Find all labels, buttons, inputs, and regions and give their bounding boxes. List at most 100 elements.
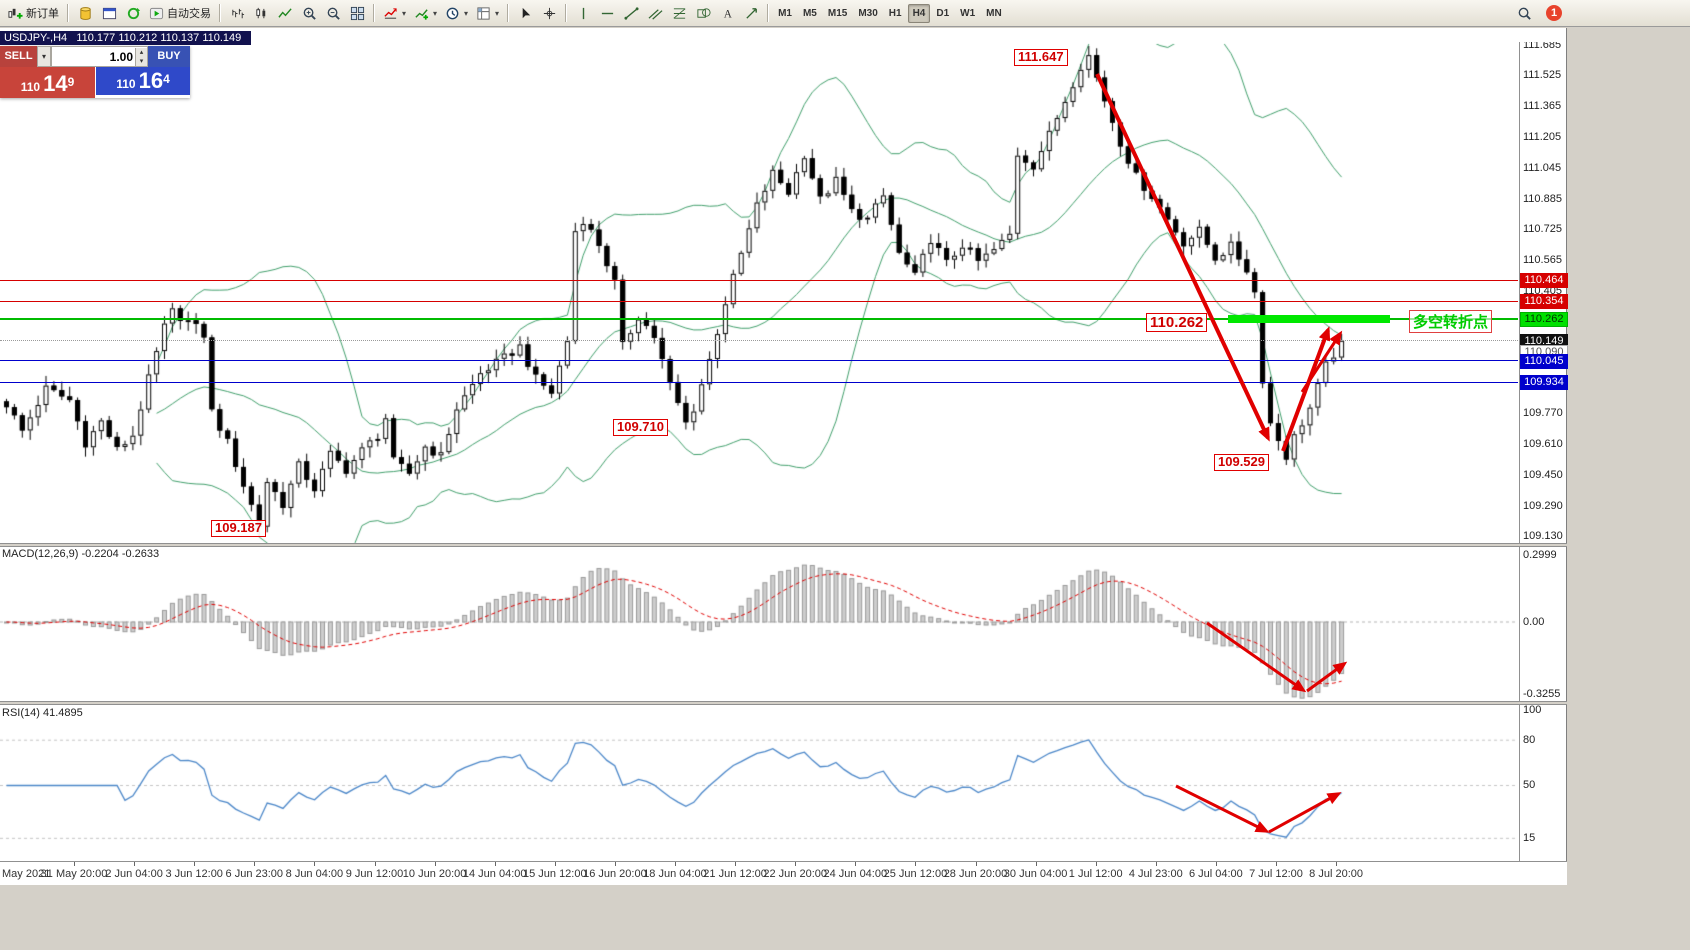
candlestick-icon (255, 7, 265, 18)
tile-windows-icon (350, 6, 364, 20)
price-axis-box-110.045: 110.045 (1520, 353, 1568, 369)
bid-big-digits: 14 (43, 71, 68, 96)
time-axis-label: 14 Jun 04:00 (462, 868, 527, 880)
bid-prefix: 110 (20, 80, 41, 94)
text-tool-button[interactable]: A (715, 2, 739, 24)
price-chart-canvas[interactable] (0, 28, 1567, 884)
add-indicator-button[interactable]: ▾ (410, 2, 441, 24)
cursor-button[interactable] (513, 2, 537, 24)
arrow-tool-icon (745, 7, 757, 19)
notification-button[interactable]: 1 (1542, 2, 1566, 24)
trendline-tool-button[interactable] (619, 2, 643, 24)
timeframe-MN[interactable]: MN (981, 4, 1007, 23)
horizontal-line-tool-button[interactable] (595, 2, 619, 24)
zoom-in-button[interactable] (297, 2, 321, 24)
bar-chart-button[interactable] (225, 2, 249, 24)
text-icon: A (723, 8, 732, 20)
price-axis-tick: 110.725 (1523, 223, 1562, 236)
volume-input[interactable] (52, 48, 135, 65)
hline-109.934[interactable] (0, 381, 1518, 383)
volume-spinner: ▴ ▾ (135, 47, 147, 66)
price-axis-separator (1519, 42, 1520, 861)
periods-button[interactable]: ▾ (441, 2, 472, 24)
annotation-110.262[interactable]: 110.262 (1146, 313, 1208, 333)
hline-110.149[interactable] (0, 340, 1518, 342)
fibonacci-tool-button[interactable] (667, 2, 691, 24)
timeframe-M1[interactable]: M1 (773, 4, 797, 23)
line-chart-button[interactable] (273, 2, 297, 24)
volume-up-button[interactable]: ▴ (135, 47, 147, 57)
annotation-111.647[interactable]: 111.647 (1014, 49, 1068, 66)
time-axis-tick (1095, 862, 1097, 866)
time-axis-label: 8 Jul 20:00 (1309, 868, 1364, 880)
timeframe-D1[interactable]: D1 (931, 4, 954, 23)
buy-button[interactable]: BUY (148, 46, 190, 67)
annotation-109.187[interactable]: 109.187 (211, 520, 266, 537)
time-axis-tick (254, 862, 256, 866)
timeframe-M30[interactable]: M30 (853, 4, 882, 23)
time-axis-tick (554, 862, 556, 866)
timeframe-H1[interactable]: H1 (884, 4, 907, 23)
autotrading-button[interactable]: 自动交易 (145, 2, 215, 24)
time-axis-label: 16 Jun 20:00 (583, 868, 647, 880)
cursor-icon (522, 7, 530, 18)
panel-splitter-rsi[interactable] (0, 701, 1567, 705)
sell-button[interactable]: SELL (0, 46, 37, 67)
bid-price-button[interactable]: 110 14 9 (0, 67, 95, 98)
zoom-out-button[interactable] (321, 2, 345, 24)
price-axis-tick: 110.885 (1523, 192, 1562, 205)
ask-pip-digit: 4 (163, 72, 170, 86)
autotrading-icon (149, 7, 164, 19)
price-axis-tick: 111.205 (1523, 130, 1562, 143)
channel-icon (648, 8, 663, 20)
panel-splitter-macd[interactable] (0, 543, 1567, 547)
volume-dropdown-button[interactable]: ▾ (37, 46, 51, 67)
annotation-109.529[interactable]: 109.529 (1214, 454, 1269, 471)
turning-point-label[interactable]: 多空转折点 (1409, 310, 1493, 333)
toolbar-separator (67, 4, 69, 22)
tile-windows-button[interactable] (345, 2, 369, 24)
new-chart-button[interactable] (97, 2, 121, 24)
turning-point-highlight-bar[interactable] (1228, 315, 1390, 323)
macd-axis-label: 0.2999 (1523, 548, 1557, 561)
time-axis-tick (1276, 862, 1277, 866)
hline-110.045[interactable] (0, 360, 1518, 362)
time-axis-label: 25 Jun 12:00 (883, 868, 948, 880)
timeframe-W1[interactable]: W1 (955, 4, 980, 23)
timeframe-M15[interactable]: M15 (823, 4, 852, 23)
hline-110.262[interactable] (0, 318, 1518, 320)
notification-badge: 1 (1546, 5, 1562, 21)
hline-110.354[interactable] (0, 300, 1518, 302)
rsi-axis-label: 80 (1523, 733, 1536, 746)
volume-down-button[interactable]: ▾ (135, 56, 147, 66)
chart-title-bar[interactable]: USDJPY-,H4 110.177 110.212 110.137 110.1… (0, 28, 1566, 45)
price-axis-tick: 110.565 (1523, 254, 1562, 267)
time-axis-label: 24 Jun 04:00 (823, 868, 888, 880)
time-axis-label: 21 Jun 12:00 (703, 868, 767, 880)
vertical-line-tool-button[interactable] (571, 2, 595, 24)
templates-button[interactable]: ▾ (472, 2, 503, 24)
ask-price-button[interactable]: 110 16 4 (95, 67, 190, 95)
chevron-down-icon: ▾ (464, 8, 469, 18)
line-chart-icon (277, 7, 292, 18)
shapes-tool-button[interactable] (691, 2, 715, 24)
timeframe-toolbar: M1 M5 M15 M30 H1 H4 D1 W1 MN (773, 3, 1007, 23)
channel-tool-button[interactable] (643, 2, 667, 24)
indicators-button[interactable]: ▾ (379, 2, 410, 24)
time-axis-tick (74, 862, 75, 866)
hline-110.464[interactable] (0, 279, 1518, 281)
market-data-button[interactable] (73, 2, 97, 24)
candlestick-chart-button[interactable] (249, 2, 273, 24)
crosshair-button[interactable] (537, 2, 561, 24)
timeframe-H4[interactable]: H4 (907, 3, 931, 23)
timeframe-M5[interactable]: M5 (798, 4, 822, 23)
profiles-button[interactable] (121, 2, 145, 24)
arrows-tool-button[interactable] (739, 2, 763, 24)
time-axis-label: 30 Jun 04:00 (1003, 868, 1068, 880)
chart-title: USDJPY-,H4 110.177 110.212 110.137 110.1… (0, 31, 252, 45)
time-axis-tick (314, 862, 316, 866)
annotation-109.710[interactable]: 109.710 (613, 419, 668, 436)
time-axis[interactable]: May 2021 31 May 20:00 2 Jun 04:00 3 Jun 12:… (0, 861, 1567, 885)
search-button[interactable] (1512, 2, 1536, 24)
new-order-button[interactable]: 新订单 (4, 2, 63, 24)
